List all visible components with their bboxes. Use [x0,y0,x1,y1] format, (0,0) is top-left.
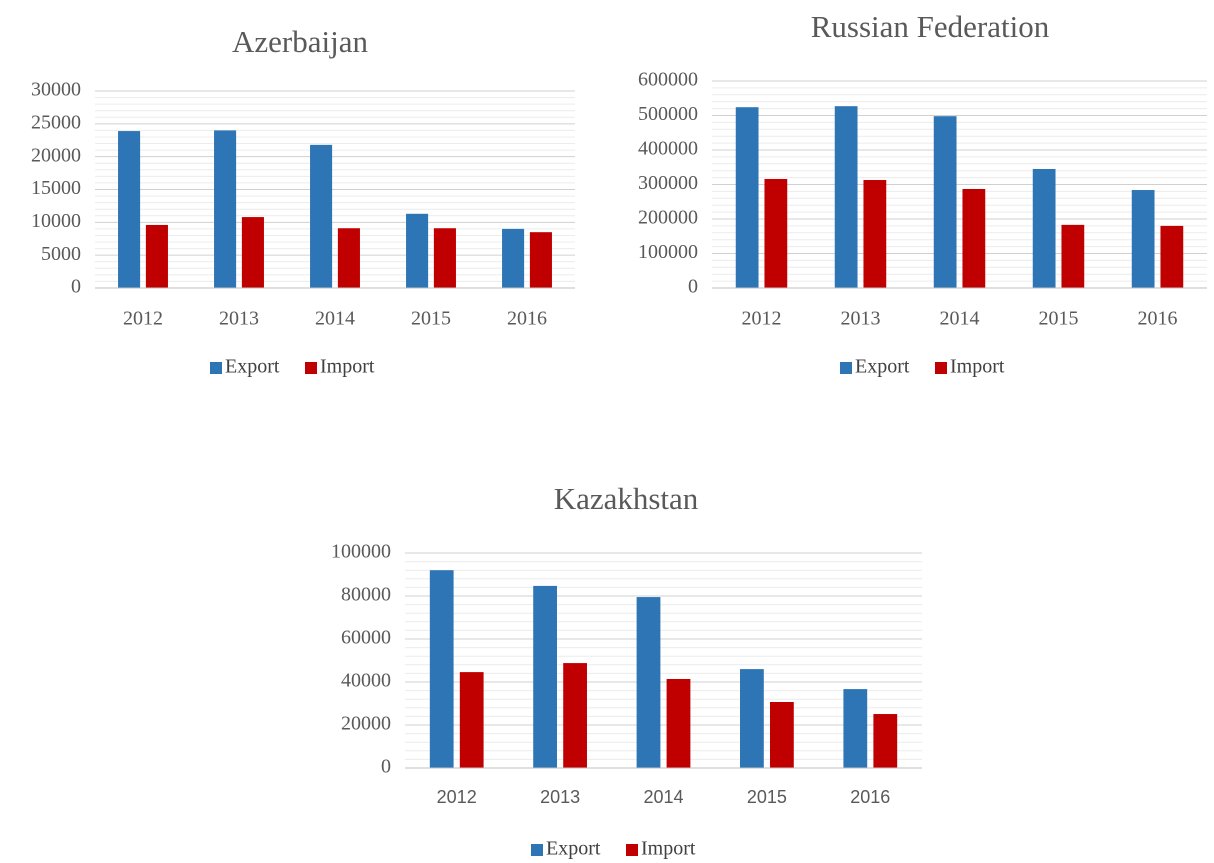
bar [310,144,333,288]
chart-title: Azerbaijan [232,24,368,59]
y-tick-label: 0 [688,276,698,298]
legend-label: Export [225,356,280,378]
x-tick-label: 2012 [742,308,782,330]
bar [764,178,788,288]
bar [563,663,587,768]
bar [533,585,557,768]
y-tick-label: 500000 [638,103,698,125]
bar [962,188,986,288]
bar [241,217,264,288]
y-tick-label: 10000 [31,210,81,232]
y-tick-label: 25000 [31,111,81,133]
legend-swatch [531,844,543,856]
y-tick-label: 20000 [31,144,81,166]
legend-swatch [305,362,317,374]
bar [529,232,552,288]
y-tick-label: 100000 [638,241,698,263]
y-tick-label: 400000 [638,138,698,160]
y-tick-label: 600000 [638,69,698,91]
bar [406,213,429,288]
legend-label: Export [855,356,910,378]
legend-label: Import [950,356,1005,378]
y-tick-label: 0 [71,276,81,298]
bar [433,228,456,288]
legend-swatch [210,362,222,374]
y-tick-label: 300000 [638,172,698,194]
x-tick-label: 2012 [123,308,163,330]
x-tick-label: 2015 [1039,308,1079,330]
chart-title: Kazakhstan [554,481,699,516]
bar [843,689,868,768]
bar [1160,225,1184,288]
bar [145,224,168,288]
legend-swatch [626,844,638,856]
x-tick-label: 2014 [315,308,355,330]
bar [740,669,764,768]
y-tick-label: 100000 [331,541,391,563]
chart-title: Russian Federation [811,9,1050,44]
x-tick-label: 2013 [219,308,259,330]
legend-label: Import [641,838,696,860]
bar [337,228,360,288]
bar [666,678,691,768]
bar [459,672,484,768]
bar [770,701,794,768]
x-tick-label: 2012 [437,787,477,807]
bar [834,106,858,288]
y-tick-label: 30000 [31,79,81,101]
legend-label: Import [320,356,375,378]
bar [735,107,759,288]
y-tick-label: 200000 [638,207,698,229]
bar [933,116,957,288]
bar [863,180,887,288]
bar [214,130,237,288]
x-tick-label: 2013 [841,308,881,330]
x-tick-label: 2016 [850,787,890,807]
bar [429,570,454,768]
bar [1131,190,1155,288]
bar [873,714,898,768]
x-tick-label: 2013 [540,787,580,807]
y-tick-label: 20000 [341,713,391,735]
x-tick-label: 2016 [1138,308,1178,330]
legend-label: Export [546,838,601,860]
y-tick-label: 60000 [341,627,391,649]
x-tick-label: 2015 [747,787,787,807]
bar [1032,168,1056,288]
x-tick-label: 2014 [643,787,683,807]
y-tick-label: 0 [381,756,391,778]
x-tick-label: 2015 [411,308,451,330]
y-tick-label: 15000 [31,177,81,199]
y-tick-label: 80000 [341,584,391,606]
legend-swatch [935,362,947,374]
x-tick-label: 2016 [507,308,547,330]
bar [118,131,141,288]
legend-swatch [840,362,852,374]
y-tick-label: 5000 [41,243,81,265]
bar [1061,224,1085,288]
bar [502,228,525,288]
x-tick-label: 2014 [940,308,980,330]
bar [636,597,661,768]
y-tick-label: 40000 [341,670,391,692]
